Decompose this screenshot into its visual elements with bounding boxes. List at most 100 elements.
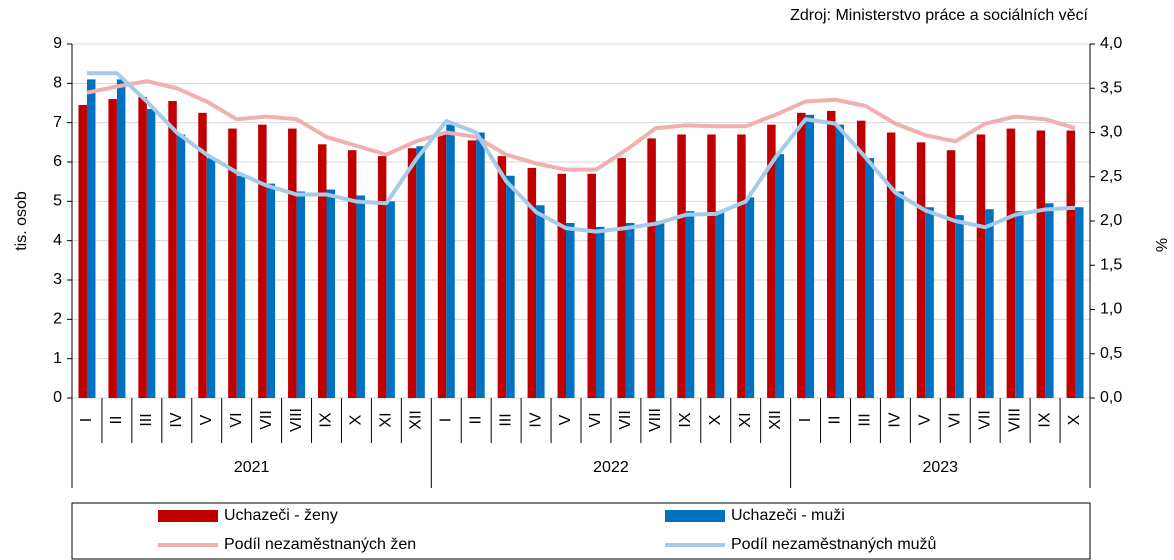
y-tick-label: 1 — [53, 350, 62, 367]
bar — [78, 104, 87, 398]
x-tick-label: IX — [1036, 412, 1053, 427]
bar — [707, 134, 716, 398]
bar — [677, 134, 686, 398]
legend-key — [665, 510, 725, 522]
x-tick-label: IX — [677, 412, 694, 427]
legend-label: Podíl nezaměstnaných mužů — [731, 535, 936, 553]
bar — [138, 97, 147, 398]
bar — [587, 173, 596, 398]
bar — [1045, 203, 1054, 398]
bar — [886, 132, 896, 398]
x-tick-label: V — [198, 414, 215, 425]
x-tick-label: IV — [887, 412, 904, 427]
bar — [416, 146, 425, 398]
bar — [326, 189, 335, 398]
bar — [715, 211, 725, 398]
line — [86, 79, 1076, 172]
bar — [407, 148, 417, 398]
bar — [737, 134, 746, 398]
legend-box — [71, 502, 1091, 560]
x-tick-label: VII — [976, 410, 993, 430]
bar — [288, 128, 297, 399]
y-tick-label: 0 — [53, 389, 62, 406]
bar — [566, 222, 575, 398]
bar — [835, 124, 844, 398]
bar — [296, 191, 306, 398]
y-tick-label: 2 — [53, 311, 62, 328]
x-tick-label: XI — [737, 412, 754, 427]
x-tick-label: I — [78, 418, 95, 422]
bar — [377, 156, 387, 398]
x-tick-label: VIII — [288, 408, 305, 432]
x-tick-label: XII — [767, 410, 784, 430]
x-tick-label: VI — [228, 412, 245, 427]
legend-label: Podíl nezaměstnaných žen — [224, 536, 416, 553]
y2-tick-label: 2,0 — [1100, 212, 1122, 229]
y2-tick-label: 3,0 — [1100, 124, 1122, 141]
bar — [168, 101, 177, 399]
bar — [497, 156, 507, 398]
bar — [476, 132, 485, 398]
y-tick-label: 8 — [53, 75, 62, 92]
x-tick-label: XII — [408, 410, 425, 430]
bar — [617, 158, 626, 398]
bar — [386, 201, 395, 398]
line — [86, 71, 1076, 234]
bar — [356, 195, 365, 398]
x-tick-label: III — [857, 413, 874, 426]
bar — [536, 205, 545, 398]
bar — [647, 138, 656, 398]
bar — [347, 150, 357, 398]
y2-tick-label: 4,0 — [1100, 35, 1122, 52]
bar — [1075, 207, 1084, 398]
bar — [108, 99, 117, 399]
group-label: 2022 — [593, 459, 629, 476]
bar — [176, 134, 186, 398]
x-tick-label: VI — [946, 412, 963, 427]
group-label: 2023 — [922, 459, 958, 476]
bar — [655, 221, 665, 398]
legend-label: Uchazeči - muži — [731, 507, 845, 524]
bar — [865, 158, 874, 398]
bar — [258, 124, 267, 398]
x-tick-label: VI — [587, 412, 604, 427]
x-tick-label: V — [917, 414, 934, 425]
bar — [856, 120, 866, 398]
bar — [236, 175, 246, 398]
bar — [318, 144, 327, 398]
bar — [86, 79, 96, 399]
bar — [946, 150, 956, 398]
x-tick-label: XI — [378, 412, 395, 427]
y2-tick-label: 0,0 — [1100, 389, 1122, 406]
x-tick-label: VIII — [647, 408, 664, 432]
y-tick-label: 3 — [53, 271, 62, 288]
x-tick-label: VIII — [1006, 408, 1023, 432]
bar — [437, 132, 447, 398]
bar — [916, 142, 926, 398]
y-tick-label: 4 — [53, 232, 62, 249]
bar — [1015, 211, 1024, 398]
group-label: 2021 — [234, 459, 270, 476]
x-tick-label: V — [557, 414, 574, 425]
x-tick-label: I — [797, 418, 814, 422]
x-tick-label: IV — [168, 412, 185, 427]
x-tick-label: X — [1066, 414, 1083, 425]
y2-tick-label: 1,0 — [1100, 301, 1122, 318]
y-tick-label: 7 — [53, 114, 62, 131]
bar — [446, 124, 455, 398]
y-axis-label: tis. osob — [13, 191, 30, 251]
bar — [467, 140, 477, 398]
bar — [527, 167, 537, 398]
y2-tick-label: 0,5 — [1100, 345, 1122, 362]
bar — [198, 112, 207, 398]
bar — [955, 215, 964, 398]
bar — [595, 226, 605, 398]
x-tick-label: IX — [318, 412, 335, 427]
bar — [827, 110, 836, 398]
x-tick-label: X — [348, 414, 365, 425]
x-tick-label: VII — [258, 410, 275, 430]
bar — [146, 108, 156, 399]
y2-axis-label: % — [1154, 238, 1171, 252]
bar — [1066, 130, 1076, 399]
